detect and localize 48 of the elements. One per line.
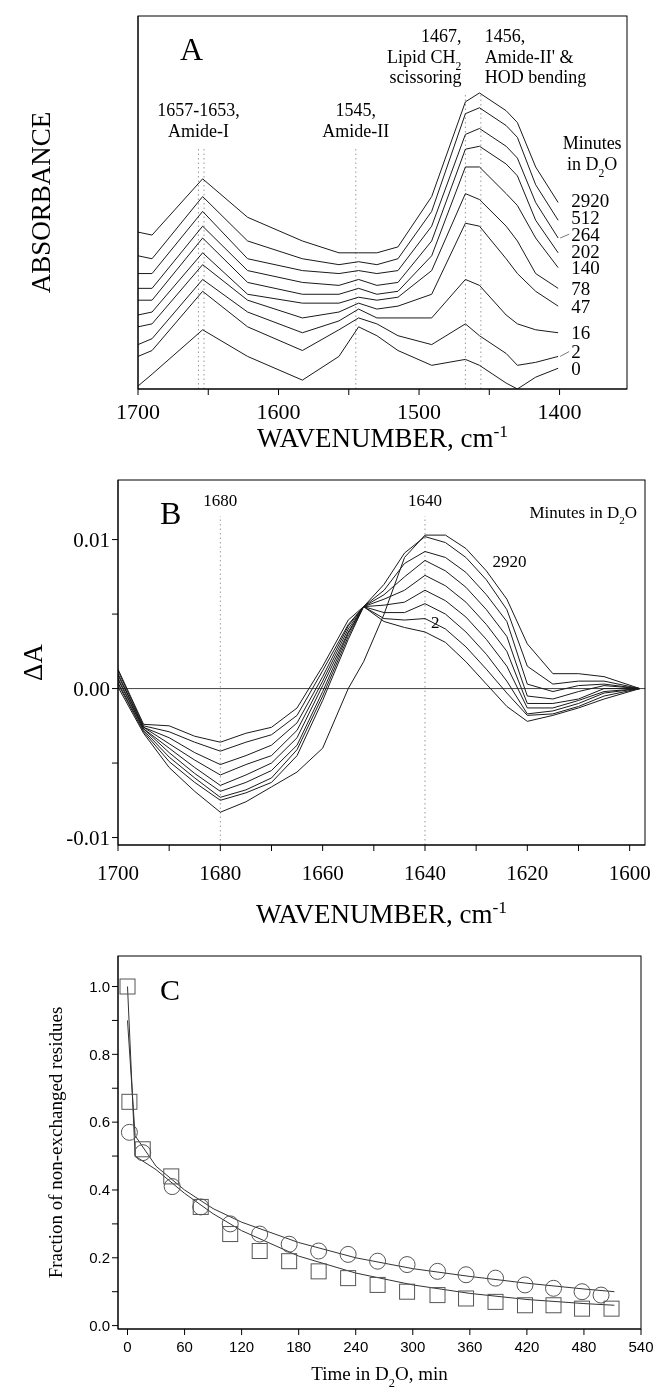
- x-tick-label: 540: [628, 1337, 654, 1355]
- ref-line-label: 1456, Amide-II' & HOD bending: [484, 26, 587, 88]
- ref-line-label: 1467, Lipid CH$_{2}$ scissoring: [387, 26, 462, 88]
- y-tick-label: 0.00: [73, 677, 110, 702]
- chart-title: A: [180, 31, 204, 67]
- x-axis-title: WAVENUMBER, cm$^{-1}$: [256, 421, 509, 453]
- x-tick-label: 1640: [403, 860, 446, 885]
- ref-line-label: 1545, Amide-II: [322, 100, 390, 141]
- y-tick-label: 0.4: [89, 1181, 110, 1199]
- series-label: 2920: [492, 551, 527, 571]
- x-tick-label: 180: [286, 1337, 312, 1355]
- y-tick-label: 0.6: [89, 1113, 110, 1131]
- series-label: 16: [571, 322, 591, 344]
- x-tick-label: 1600: [256, 398, 301, 424]
- x-tick-label: 120: [229, 1337, 255, 1355]
- x-tick-label: 240: [343, 1337, 369, 1355]
- y-tick-label: 0.2: [89, 1249, 110, 1267]
- x-tick-label: 1700: [116, 398, 160, 424]
- text: C: [160, 973, 181, 1006]
- legend-title: Minutes in D$_{2}$O: [562, 132, 622, 180]
- y-tick-label: 0.0: [89, 1316, 110, 1334]
- x-tick-label: 360: [457, 1337, 483, 1355]
- x-tick-label: 1500: [397, 398, 442, 424]
- x-tick-label: 420: [514, 1337, 540, 1355]
- x-tick-label: 60: [176, 1337, 193, 1355]
- x-tick-label: 1680: [199, 860, 242, 885]
- x-axis-title: Time in D$_{2}$O, min: [311, 1363, 449, 1390]
- x-tick-label: 300: [400, 1337, 426, 1355]
- y-tick-label: 0.01: [73, 528, 110, 553]
- x-tick-label: 1400: [537, 398, 582, 424]
- y-tick-label: -0.01: [66, 826, 110, 851]
- ref-line-label: 1657-1653, Amide-I: [157, 100, 240, 141]
- y-tick-label: 1.0: [89, 977, 110, 995]
- y-axis-title: ABSORBANCE: [26, 111, 56, 294]
- legend-title: Minutes in D$_{2}$O: [529, 503, 637, 526]
- ref-line-label: 1680: [203, 491, 238, 510]
- y-axis-title: ΔA: [18, 643, 48, 681]
- x-tick-label: 1620: [506, 860, 549, 885]
- x-tick-label: 1660: [301, 860, 344, 885]
- ref-line-label: 1640: [407, 491, 442, 510]
- x-axis-title: WAVENUMBER, cm$^{-1}$: [255, 897, 508, 929]
- x-tick-label: 1700: [97, 860, 139, 885]
- y-axis-title: Fraction of non-exchanged residues: [45, 1006, 66, 1279]
- x-tick-label: 480: [571, 1337, 597, 1355]
- text: B: [160, 495, 182, 531]
- x-tick-label: 1600: [608, 860, 651, 885]
- y-tick-label: 0.8: [89, 1045, 110, 1063]
- x-tick-label: 0: [123, 1337, 132, 1355]
